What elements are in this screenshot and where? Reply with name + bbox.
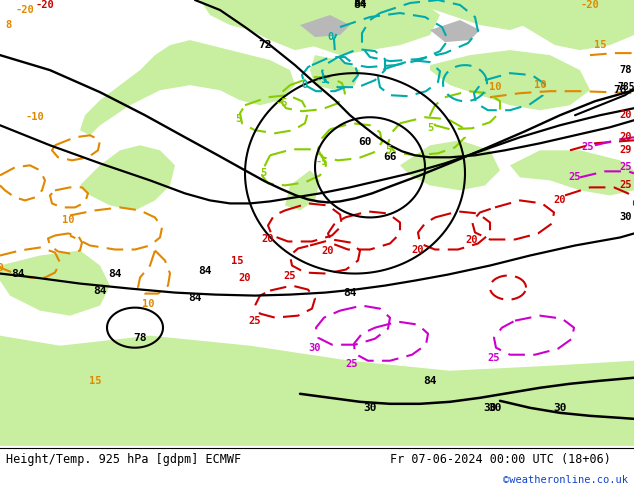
Text: 84: 84 (11, 269, 25, 278)
Text: 84: 84 (424, 376, 437, 386)
Text: ©weatheronline.co.uk: ©weatheronline.co.uk (503, 475, 628, 485)
Text: 25: 25 (284, 270, 296, 281)
Text: 30: 30 (553, 403, 567, 413)
Text: 10: 10 (61, 216, 74, 225)
Text: 60: 60 (358, 137, 372, 147)
Text: 8: 8 (5, 20, 11, 30)
Text: 84: 84 (108, 269, 122, 278)
Text: 30: 30 (620, 213, 632, 222)
Text: 30: 30 (363, 403, 377, 413)
Text: Height/Temp. 925 hPa [gdpm] ECMWF: Height/Temp. 925 hPa [gdpm] ECMWF (6, 453, 241, 466)
Text: 84: 84 (353, 0, 366, 10)
Text: 20: 20 (620, 110, 632, 120)
Text: 20: 20 (620, 132, 632, 142)
Text: 25: 25 (620, 180, 632, 191)
Text: -5: -5 (316, 157, 328, 167)
Text: 20: 20 (466, 236, 478, 245)
Text: 20: 20 (239, 272, 251, 283)
Text: 29: 29 (620, 146, 632, 155)
Text: 84: 84 (188, 293, 202, 303)
Text: 25: 25 (249, 316, 261, 326)
Polygon shape (0, 336, 634, 446)
Text: 25: 25 (569, 172, 581, 182)
Polygon shape (0, 250, 110, 316)
Text: 5: 5 (235, 114, 241, 124)
Text: 84: 84 (198, 266, 212, 275)
Text: 10: 10 (534, 80, 547, 90)
Text: -20: -20 (581, 0, 599, 10)
Text: -5: -5 (316, 75, 328, 85)
Polygon shape (80, 40, 295, 135)
Polygon shape (240, 0, 440, 55)
Text: Fr 07-06-2024 00:00 UTC (18+06): Fr 07-06-2024 00:00 UTC (18+06) (390, 453, 611, 466)
Text: 10: 10 (489, 82, 501, 92)
Polygon shape (400, 140, 500, 191)
Text: 5: 5 (385, 146, 391, 155)
Polygon shape (300, 15, 350, 37)
Text: -20: -20 (16, 5, 34, 15)
Text: 84: 84 (343, 288, 357, 297)
Text: 10: 10 (142, 298, 154, 309)
Polygon shape (80, 146, 175, 210)
Polygon shape (380, 0, 550, 30)
Polygon shape (490, 0, 634, 50)
Polygon shape (510, 150, 634, 196)
Text: 72: 72 (258, 40, 272, 50)
Text: 15: 15 (231, 255, 243, 266)
Text: 20: 20 (553, 196, 566, 205)
Text: 78: 78 (613, 85, 627, 95)
Text: 66: 66 (383, 152, 397, 162)
Text: -10: -10 (25, 112, 44, 122)
Text: 30: 30 (483, 403, 497, 413)
Text: 84: 84 (353, 0, 366, 8)
Polygon shape (310, 55, 360, 90)
Text: 25: 25 (488, 353, 500, 363)
Text: 0: 0 (301, 80, 307, 90)
Text: 25: 25 (582, 142, 594, 152)
Polygon shape (430, 50, 590, 110)
Polygon shape (285, 171, 320, 210)
Text: 785: 785 (617, 82, 634, 92)
Text: 84: 84 (93, 286, 107, 295)
Text: 25: 25 (620, 162, 632, 172)
Text: 5: 5 (260, 169, 266, 178)
Polygon shape (430, 20, 480, 42)
Text: 15: 15 (89, 376, 101, 386)
Text: 5: 5 (427, 123, 433, 133)
Text: 25: 25 (346, 359, 358, 369)
Text: 20: 20 (411, 245, 424, 254)
Text: 78: 78 (620, 65, 632, 75)
Text: -20: -20 (36, 0, 55, 10)
Text: 30: 30 (488, 403, 501, 413)
Text: 78: 78 (133, 333, 146, 343)
Text: 20: 20 (262, 235, 275, 245)
Polygon shape (200, 0, 340, 50)
Text: -10: -10 (0, 185, 1, 196)
Text: 30: 30 (309, 343, 321, 353)
Text: 15: 15 (594, 40, 606, 50)
Text: 20: 20 (321, 245, 334, 255)
Text: -5: -5 (276, 98, 288, 108)
Text: -10: -10 (0, 263, 4, 272)
Text: 0: 0 (327, 32, 333, 42)
